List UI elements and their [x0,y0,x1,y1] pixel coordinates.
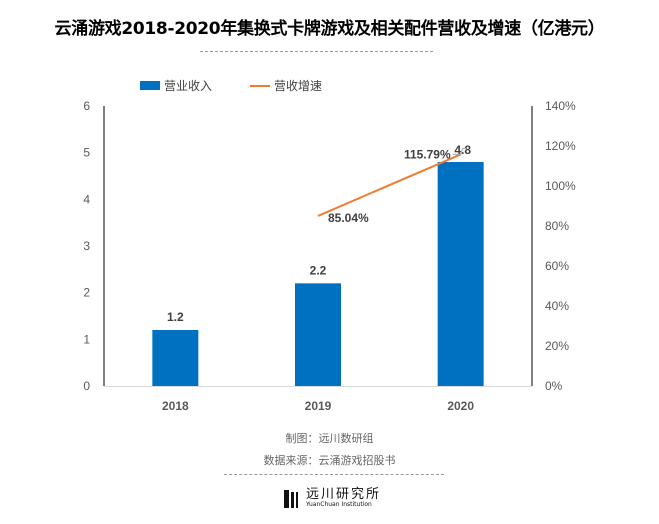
bar-revenue-2018 [152,330,199,386]
bar-revenue-2019 [295,283,341,386]
line-data-label: 85.04% [328,211,369,225]
y-left-tick-label: 1 [83,332,90,346]
x-tick-label: 2020 [447,399,474,413]
footer-divider [224,474,444,475]
x-tick-label: 2018 [162,399,189,413]
legend: 营业收入 营收增速 [140,77,322,94]
y-right-tick-label: 80% [545,219,569,233]
title-divider [200,51,433,52]
bar-data-label: 2.2 [310,263,327,277]
y-right-tick-label: 100% [545,179,576,193]
footer-maker: 制图：远川数研组 [285,432,374,445]
y-left-tick-label: 4 [83,192,90,206]
y-right-tick-label: 20% [545,339,569,353]
y-right-tick-label: 0% [545,379,563,393]
legend-label-revenue: 营业收入 [164,79,213,93]
line-data-label: 115.79% [404,147,451,161]
legend-swatch-revenue [140,81,160,90]
logo-text-en: YuanChuan Institution [306,501,372,508]
y-right-tick-label: 40% [545,299,569,313]
bar-revenue-2020 [437,162,484,386]
legend-swatch-growth [250,84,271,87]
y-right-tick-label: 140% [545,99,576,113]
y-left-tick-label: 2 [83,286,90,300]
x-tick-label: 2019 [305,399,332,413]
logo: 远川研究所 YuanChuan Institution [284,488,381,509]
y-left-tick-label: 3 [83,239,90,253]
chart-title: 云涌游戏2018-2020年集换式卡牌游戏及相关配件营收及增速（亿港元） [54,19,605,39]
y-left-tick-label: 0 [83,379,90,393]
chart-plot: 0 1 2 3 4 5 6 0% 20% 40% 60% 80% 100% 120% 140% 1.2 2.… [83,99,576,413]
y-right-tick-label: 60% [545,259,569,273]
bar-data-label: 4.8 [454,143,471,157]
bar-data-label: 1.2 [167,310,184,324]
leader-line [452,147,467,155]
logo-mark-icon [284,489,300,508]
y-left-tick-label: 6 [83,99,90,113]
logo-text-cn: 远川研究所 [306,487,382,502]
y-left-tick-label: 5 [83,146,90,160]
legend-label-growth: 营收增速 [274,79,323,93]
growth-line [317,153,462,217]
y-right-tick-label: 120% [545,139,576,153]
footer-source: 数据来源：云涌游戏招股书 [263,454,396,467]
